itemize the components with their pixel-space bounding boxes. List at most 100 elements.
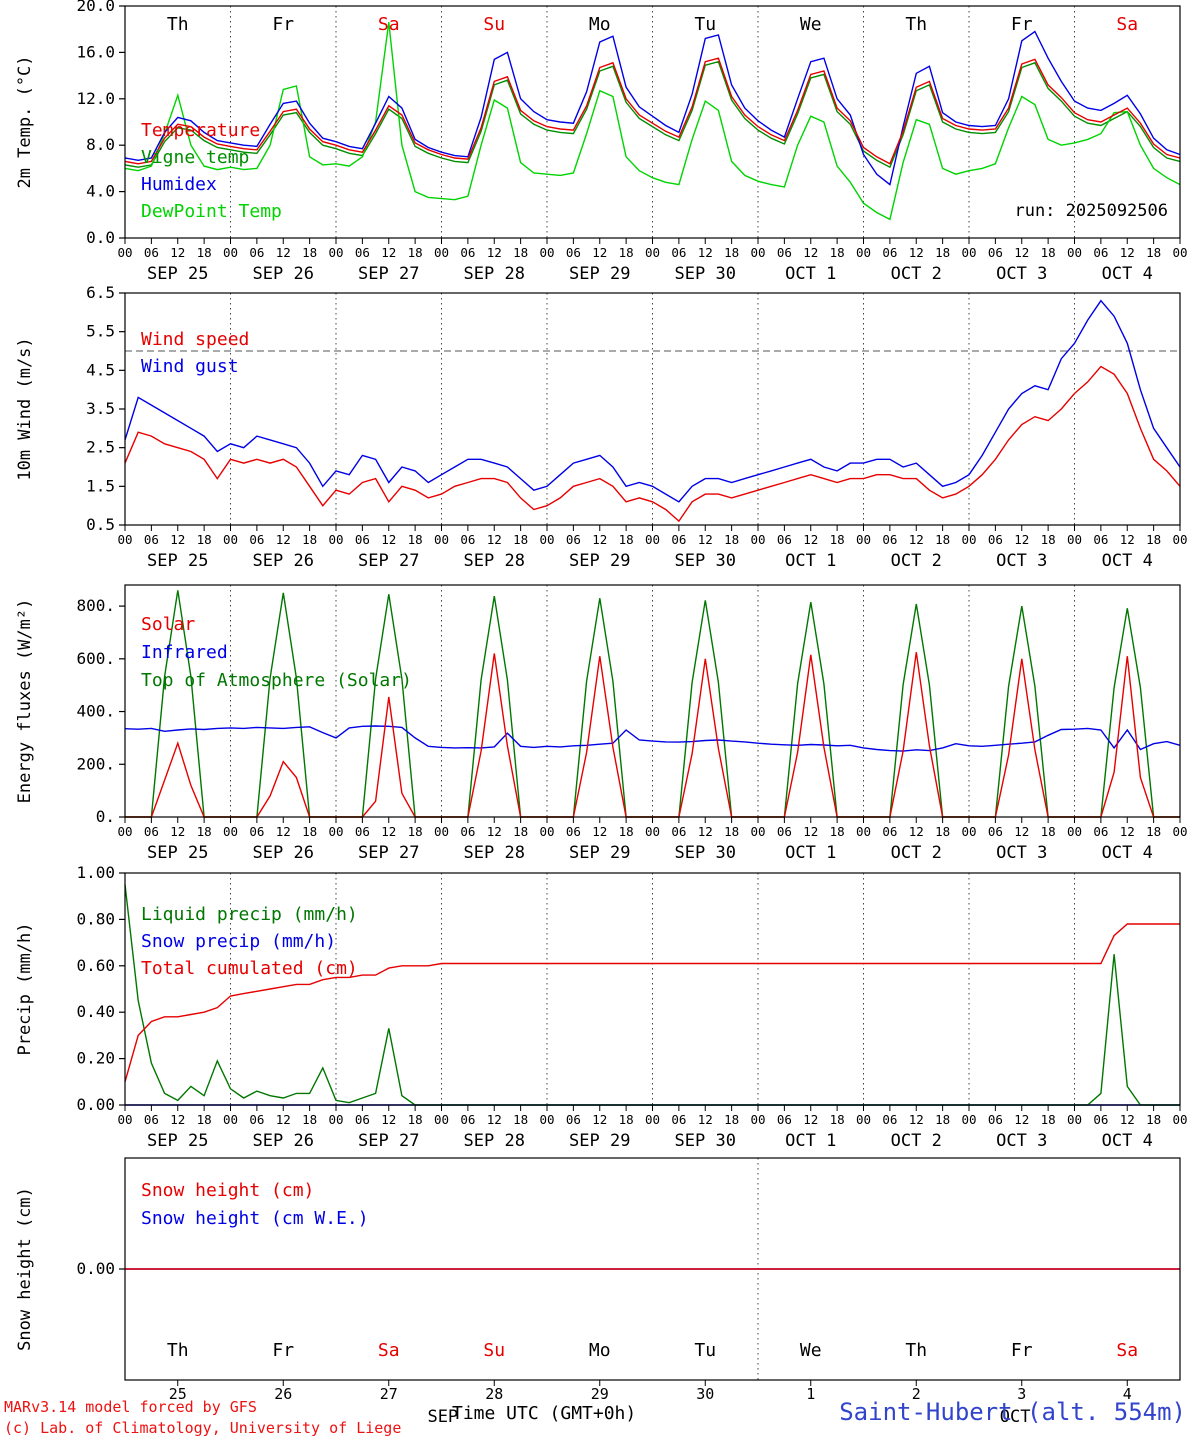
svg-text:12: 12 (803, 1112, 818, 1127)
svg-text:18: 18 (619, 1112, 634, 1127)
svg-text:12: 12 (381, 824, 396, 839)
svg-text:0.: 0. (96, 807, 115, 826)
svg-text:SEP 30: SEP 30 (675, 1131, 736, 1151)
svg-text:12: 12 (276, 245, 291, 260)
panel-0: 0.0 4.0 8.0 12.0 16.0 20.0 2m Temp. (°C) 00 06 12… (15, 0, 1188, 284)
svg-text:SEP 25: SEP 25 (147, 264, 208, 284)
series-vigne-temp (124, 60, 1181, 169)
svg-text:8.0: 8.0 (86, 135, 115, 154)
svg-text:400.: 400. (76, 702, 115, 721)
svg-text:800.: 800. (76, 596, 115, 615)
svg-text:00: 00 (856, 824, 871, 839)
svg-text:18: 18 (513, 824, 528, 839)
svg-text:06: 06 (144, 824, 159, 839)
svg-text:Snow precip (mm/h): Snow precip (mm/h) (141, 931, 336, 952)
svg-text:SEP 29: SEP 29 (569, 843, 630, 863)
svg-text:1: 1 (806, 1385, 815, 1403)
panel-1: 0.5 1.5 2.5 3.5 4.5 5.5 6.5 10m Wind (m/s) 00 06 1… (15, 283, 1188, 571)
svg-text:12: 12 (276, 1112, 291, 1127)
svg-text:28: 28 (485, 1385, 503, 1403)
svg-text:OCT 4: OCT 4 (1102, 843, 1153, 863)
svg-text:00: 00 (1067, 532, 1082, 547)
svg-text:0.00: 0.00 (76, 1095, 115, 1114)
svg-text:06: 06 (777, 532, 792, 547)
panel-2: 0. 200. 400. 600. 800. Energy fluxes (W/m²) 00… (15, 584, 1188, 863)
svg-text:00: 00 (434, 532, 449, 547)
svg-text:12: 12 (803, 824, 818, 839)
svg-text:18: 18 (830, 532, 845, 547)
svg-text:00: 00 (856, 532, 871, 547)
svg-text:We: We (800, 1340, 822, 1361)
svg-text:18: 18 (408, 532, 423, 547)
svg-text:00: 00 (117, 824, 132, 839)
svg-text:18: 18 (724, 824, 739, 839)
svg-text:12: 12 (1014, 1112, 1029, 1127)
svg-text:12: 12 (487, 532, 502, 547)
svg-text:OCT 3: OCT 3 (996, 264, 1047, 284)
svg-text:0.80: 0.80 (76, 909, 115, 928)
svg-text:18: 18 (513, 1112, 528, 1127)
svg-text:OCT: OCT (1000, 1407, 1031, 1427)
svg-text:00: 00 (645, 1112, 660, 1127)
svg-text:Th: Th (905, 1340, 927, 1361)
svg-text:00: 00 (328, 824, 343, 839)
svg-text:06: 06 (1093, 245, 1108, 260)
svg-text:00: 00 (856, 245, 871, 260)
svg-text:Humidex: Humidex (141, 174, 217, 195)
svg-text:06: 06 (460, 532, 475, 547)
svg-text:SEP 28: SEP 28 (464, 1131, 525, 1151)
svg-text:OCT 4: OCT 4 (1102, 551, 1153, 571)
svg-text:18: 18 (408, 824, 423, 839)
svg-text:06: 06 (988, 532, 1003, 547)
svg-text:Snow height (cm): Snow height (cm) (141, 1180, 314, 1201)
svg-text:18: 18 (197, 1112, 212, 1127)
svg-text:12: 12 (170, 532, 185, 547)
svg-text:00: 00 (328, 532, 343, 547)
series-wind-speed (124, 365, 1181, 523)
svg-text:06: 06 (1093, 1112, 1108, 1127)
svg-text:OCT 2: OCT 2 (891, 1131, 942, 1151)
svg-text:18: 18 (197, 824, 212, 839)
svg-text:06: 06 (671, 532, 686, 547)
svg-text:4.0: 4.0 (86, 182, 115, 201)
svg-text:27: 27 (380, 1385, 398, 1403)
svg-text:00: 00 (539, 1112, 554, 1127)
svg-text:00: 00 (1172, 824, 1187, 839)
svg-text:18: 18 (935, 1112, 950, 1127)
svg-text:00: 00 (434, 245, 449, 260)
svg-text:OCT 1: OCT 1 (785, 843, 836, 863)
svg-text:06: 06 (671, 824, 686, 839)
svg-text:20.0: 20.0 (76, 0, 115, 15)
svg-text:SEP 25: SEP 25 (147, 1131, 208, 1151)
svg-text:Fr: Fr (1011, 1340, 1033, 1361)
svg-text:12: 12 (170, 824, 185, 839)
svg-text:SEP 26: SEP 26 (253, 264, 314, 284)
svg-text:Precip (mm/h): Precip (mm/h) (15, 922, 35, 1055)
svg-text:00: 00 (961, 532, 976, 547)
svg-text:18: 18 (1146, 532, 1161, 547)
svg-text:12: 12 (592, 532, 607, 547)
svg-text:SEP 26: SEP 26 (253, 1131, 314, 1151)
svg-text:06: 06 (249, 532, 264, 547)
series-temperature (124, 57, 1181, 165)
svg-text:06: 06 (671, 1112, 686, 1127)
svg-text:00: 00 (750, 245, 765, 260)
svg-text:00: 00 (1172, 532, 1187, 547)
svg-text:06: 06 (988, 824, 1003, 839)
svg-text:Wind gust: Wind gust (141, 356, 239, 377)
credit-line-1: MARv3.14 model forced by GFS (4, 1398, 257, 1416)
svg-text:SEP 27: SEP 27 (358, 551, 419, 571)
svg-text:12: 12 (487, 1112, 502, 1127)
svg-text:00: 00 (223, 824, 238, 839)
svg-text:18: 18 (1041, 824, 1056, 839)
svg-text:00: 00 (539, 824, 554, 839)
svg-text:06: 06 (144, 1112, 159, 1127)
svg-text:Vigne temp: Vigne temp (141, 147, 249, 168)
svg-text:18: 18 (935, 532, 950, 547)
svg-text:OCT 1: OCT 1 (785, 551, 836, 571)
svg-text:00: 00 (645, 824, 660, 839)
svg-text:00: 00 (645, 532, 660, 547)
svg-text:18: 18 (1146, 245, 1161, 260)
svg-text:06: 06 (1093, 532, 1108, 547)
